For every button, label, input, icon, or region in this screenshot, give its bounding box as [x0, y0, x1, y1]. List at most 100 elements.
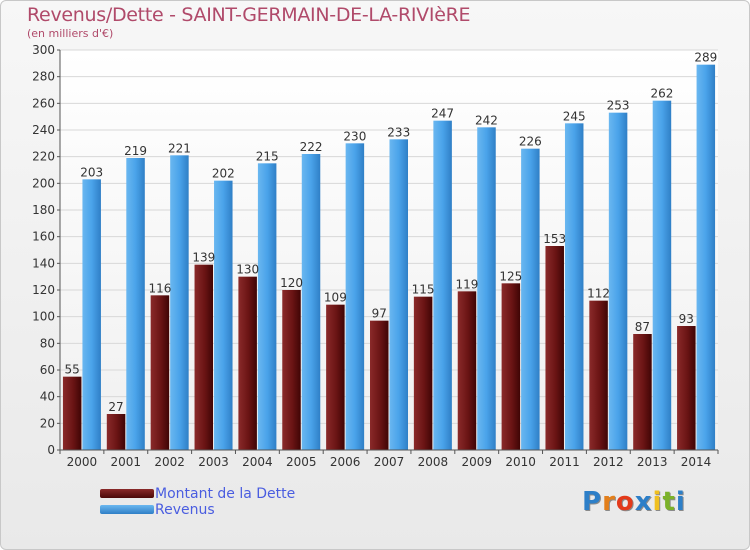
logo-letter: i	[675, 487, 686, 517]
y-tick-label: 0	[47, 443, 55, 457]
legend-label-debt: Montant de la Dette	[155, 486, 296, 502]
legend-label-revenue: Revenus	[155, 502, 215, 518]
bar-debt	[326, 304, 345, 450]
bar-revenue	[214, 180, 233, 450]
x-tick-label: 2005	[286, 455, 317, 469]
chart-subtitle: (en milliers d'€)	[27, 27, 114, 40]
data-label-revenue: 219	[124, 144, 147, 158]
x-tick-label: 2013	[637, 455, 668, 469]
x-tick-label: 2002	[154, 455, 185, 469]
bar-revenue	[301, 154, 321, 450]
y-tick-label: 300	[32, 43, 55, 57]
proxiti-logo: Proxiti	[582, 487, 686, 517]
data-label-revenue: 289	[694, 51, 717, 65]
bar-debt	[282, 290, 301, 450]
y-tick-label: 40	[40, 390, 55, 404]
x-tick-label: 2008	[418, 455, 449, 469]
y-tick-label: 160	[32, 230, 55, 244]
data-label-debt: 109	[324, 291, 347, 305]
data-label-revenue: 245	[563, 109, 586, 123]
bar-debt	[194, 264, 214, 450]
bar-debt	[413, 296, 433, 450]
logo-letter: t	[662, 487, 676, 517]
bar-debt	[370, 320, 389, 450]
x-tick-label: 2011	[549, 455, 580, 469]
data-label-debt: 116	[148, 281, 171, 295]
bar-debt	[589, 300, 608, 450]
data-label-revenue: 203	[80, 165, 103, 179]
data-label-revenue: 253	[607, 99, 630, 113]
data-label-debt: 125	[499, 269, 522, 283]
data-label-debt: 115	[412, 283, 435, 297]
bar-debt	[106, 414, 126, 450]
data-label-debt: 93	[679, 312, 694, 326]
data-label-revenue: 247	[431, 107, 454, 121]
y-tick-label: 180	[32, 203, 55, 217]
y-tick-label: 20	[40, 416, 55, 430]
data-label-debt: 153	[543, 232, 566, 246]
y-tick-label: 140	[32, 256, 55, 270]
x-tick-label: 2004	[242, 455, 273, 469]
logo-letter: r	[602, 487, 616, 517]
bar-revenue	[170, 155, 189, 451]
bar-revenue	[608, 112, 628, 451]
x-tick-label: 2009	[461, 455, 492, 469]
bar-revenue	[477, 127, 496, 450]
bar-revenue	[82, 179, 101, 451]
plot-area	[60, 50, 718, 450]
bar-revenue	[564, 123, 584, 450]
data-label-debt: 130	[236, 263, 259, 277]
y-tick-label: 120	[32, 283, 55, 297]
data-label-revenue: 226	[519, 135, 542, 149]
bar-debt	[545, 246, 564, 450]
bar-debt	[501, 283, 521, 450]
data-label-debt: 119	[456, 277, 479, 291]
x-tick-label: 2003	[198, 455, 229, 469]
data-label-debt: 55	[65, 363, 80, 377]
bar-debt	[457, 291, 477, 450]
y-tick-label: 220	[32, 150, 55, 164]
y-tick-label: 240	[32, 123, 55, 137]
bar-debt	[150, 295, 170, 450]
x-tick-label: 2001	[111, 455, 142, 469]
bar-revenue	[652, 100, 672, 451]
x-tick-label: 2000	[67, 455, 98, 469]
logo-letter: o	[615, 487, 635, 517]
bar-revenue	[345, 143, 365, 451]
y-tick-label: 100	[32, 310, 55, 324]
logo-letter: i	[652, 487, 663, 517]
x-tick-label: 2012	[593, 455, 624, 469]
data-label-debt: 120	[280, 276, 303, 290]
x-tick-label: 2014	[681, 455, 712, 469]
logo-letter: x	[634, 487, 653, 517]
bar-debt	[238, 276, 257, 450]
data-label-revenue: 233	[387, 125, 410, 139]
y-tick-label: 80	[40, 336, 55, 350]
bar-revenue	[257, 163, 277, 451]
data-label-revenue: 262	[650, 87, 673, 101]
bar-revenue	[389, 139, 408, 451]
logo-letter: P	[582, 487, 603, 517]
data-label-revenue: 242	[475, 113, 498, 127]
bar-revenue	[521, 148, 540, 450]
x-tick-label: 2006	[330, 455, 361, 469]
bar-revenue	[126, 158, 145, 450]
data-label-debt: 139	[192, 251, 215, 265]
bar-revenue	[696, 64, 716, 451]
y-tick-label: 260	[32, 96, 55, 110]
chart-title: Revenus/Dette - SAINT-GERMAIN-DE-LA-RIVI…	[27, 4, 471, 26]
data-label-debt: 112	[587, 287, 610, 301]
bar-debt	[677, 326, 696, 450]
data-label-revenue: 230	[343, 129, 366, 143]
bar-revenue	[433, 120, 452, 451]
x-tick-label: 2007	[374, 455, 405, 469]
legend-swatch-revenue	[100, 505, 154, 514]
legend-swatch-debt	[100, 489, 154, 498]
bar-debt	[633, 334, 652, 450]
data-label-debt: 27	[108, 400, 123, 414]
y-tick-label: 280	[32, 70, 55, 84]
data-label-debt: 87	[635, 320, 650, 334]
data-label-revenue: 215	[256, 149, 279, 163]
data-label-revenue: 221	[168, 141, 191, 155]
y-tick-label: 200	[32, 176, 55, 190]
